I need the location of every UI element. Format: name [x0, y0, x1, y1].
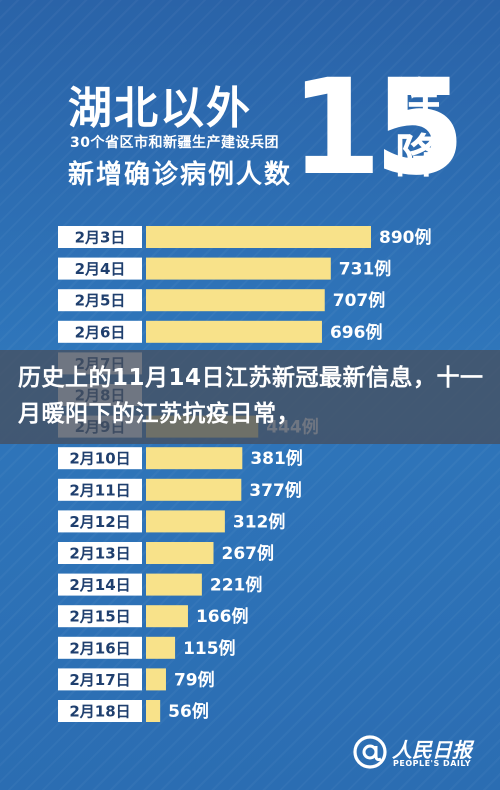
category-label-box: [58, 636, 142, 659]
category-label-box: [58, 289, 142, 312]
category-tick-label: 2月10日: [69, 450, 130, 468]
data-bar: [146, 510, 225, 533]
article-title-banner[interactable]: 历史上的11月14日江苏新冠最新信息，十一月暖阳下的江苏抗疫日常，: [0, 350, 500, 444]
bar-row: 2月13日 267例: [58, 542, 274, 564]
bar-value-label: 707例: [333, 290, 386, 311]
bar-value-label: 312例: [233, 511, 286, 532]
bar-value-label: 115例: [183, 638, 236, 659]
bar-row: 2月3日 890例: [58, 226, 432, 248]
bar-value-label: 377例: [249, 480, 302, 501]
bar-row: 2月12日 312例: [58, 510, 286, 533]
category-tick-label: 2月17日: [69, 671, 130, 689]
category-label-box: [58, 447, 142, 470]
category-tick-label: 2月5日: [75, 292, 126, 310]
chart-subtitle-region: 30个省区市和新疆生产建设兵团: [70, 135, 279, 151]
bar-row: 2月11日 377例: [58, 478, 302, 501]
category-tick-label: 2月18日: [69, 703, 130, 721]
category-label-box: [58, 478, 142, 501]
logo-chinese-text: 人民日报: [392, 738, 472, 762]
category-tick-label: 2月15日: [69, 608, 130, 626]
bar-row: 2月14日 221例: [58, 573, 263, 596]
bar-value-label: 166例: [196, 606, 249, 627]
bar-row: 2月15日 166例: [58, 605, 249, 628]
peoples-daily-logo: 人民日报 PEOPLE'S DAILY: [352, 732, 482, 776]
bar-value-label: 79例: [174, 669, 215, 690]
category-label-box: [58, 226, 142, 248]
bar-value-label: 696例: [330, 322, 383, 343]
article-title-text[interactable]: 历史上的11月14日江苏新冠最新信息，十一月暖阳下的江苏抗疫日常，: [18, 365, 484, 427]
data-bar: [146, 542, 214, 564]
data-bar: [146, 226, 371, 248]
bar-row: 2月4日 731例: [58, 257, 392, 280]
category-label-box: [58, 542, 142, 564]
category-label-box: [58, 668, 142, 691]
category-tick-label: 2月11日: [69, 481, 130, 499]
category-label-box: [58, 573, 142, 596]
category-label-box: [58, 510, 142, 533]
data-bar: [146, 320, 322, 343]
bar-row: 2月16日 115例: [58, 636, 236, 659]
category-tick-label: 2月3日: [75, 229, 126, 247]
data-bar: [146, 668, 166, 691]
category-tick-label: 2月14日: [69, 576, 130, 594]
data-bar: [146, 605, 188, 628]
category-label-box: [58, 700, 142, 722]
bar-row: 2月10日 381例: [58, 447, 303, 470]
streak-number: 15: [290, 51, 466, 205]
bar-value-label: 221例: [210, 575, 263, 596]
category-label-box: [58, 605, 142, 628]
data-bar: [146, 257, 331, 280]
bar-row: 2月17日 79例: [58, 668, 215, 691]
at-sign-icon: [353, 735, 387, 769]
bar-value-label: 731例: [339, 259, 392, 280]
category-tick-label: 2月13日: [69, 545, 130, 563]
streak-label: 连降: [395, 73, 441, 183]
bar-value-label: 267例: [222, 543, 275, 564]
category-tick-label: 2月4日: [75, 260, 126, 278]
category-tick-label: 2月16日: [69, 639, 130, 657]
category-label-box: [58, 257, 142, 280]
bar-value-label: 381例: [250, 448, 303, 469]
chart-subtitle-metric: 新增确诊病例人数: [68, 160, 293, 190]
bar-value-label: 56例: [168, 701, 209, 722]
bar-row: 2月6日 696例: [58, 320, 383, 343]
data-bar: [146, 636, 176, 659]
data-bar: [146, 289, 325, 312]
bar-row: 2月5日 707例: [58, 289, 386, 312]
data-bar: [146, 478, 242, 501]
category-tick-label: 2月12日: [69, 513, 130, 531]
data-bar: [146, 700, 161, 722]
data-bar: [146, 573, 202, 596]
bar-value-label: 890例: [379, 227, 432, 248]
category-tick-label: 2月6日: [75, 323, 126, 341]
logo-english-text: PEOPLE'S DAILY: [393, 759, 472, 768]
bar-row: 2月18日 56例: [58, 700, 209, 722]
chart-title: 湖北以外: [68, 83, 252, 134]
category-label-box: [58, 320, 142, 343]
data-bar: [146, 447, 243, 470]
